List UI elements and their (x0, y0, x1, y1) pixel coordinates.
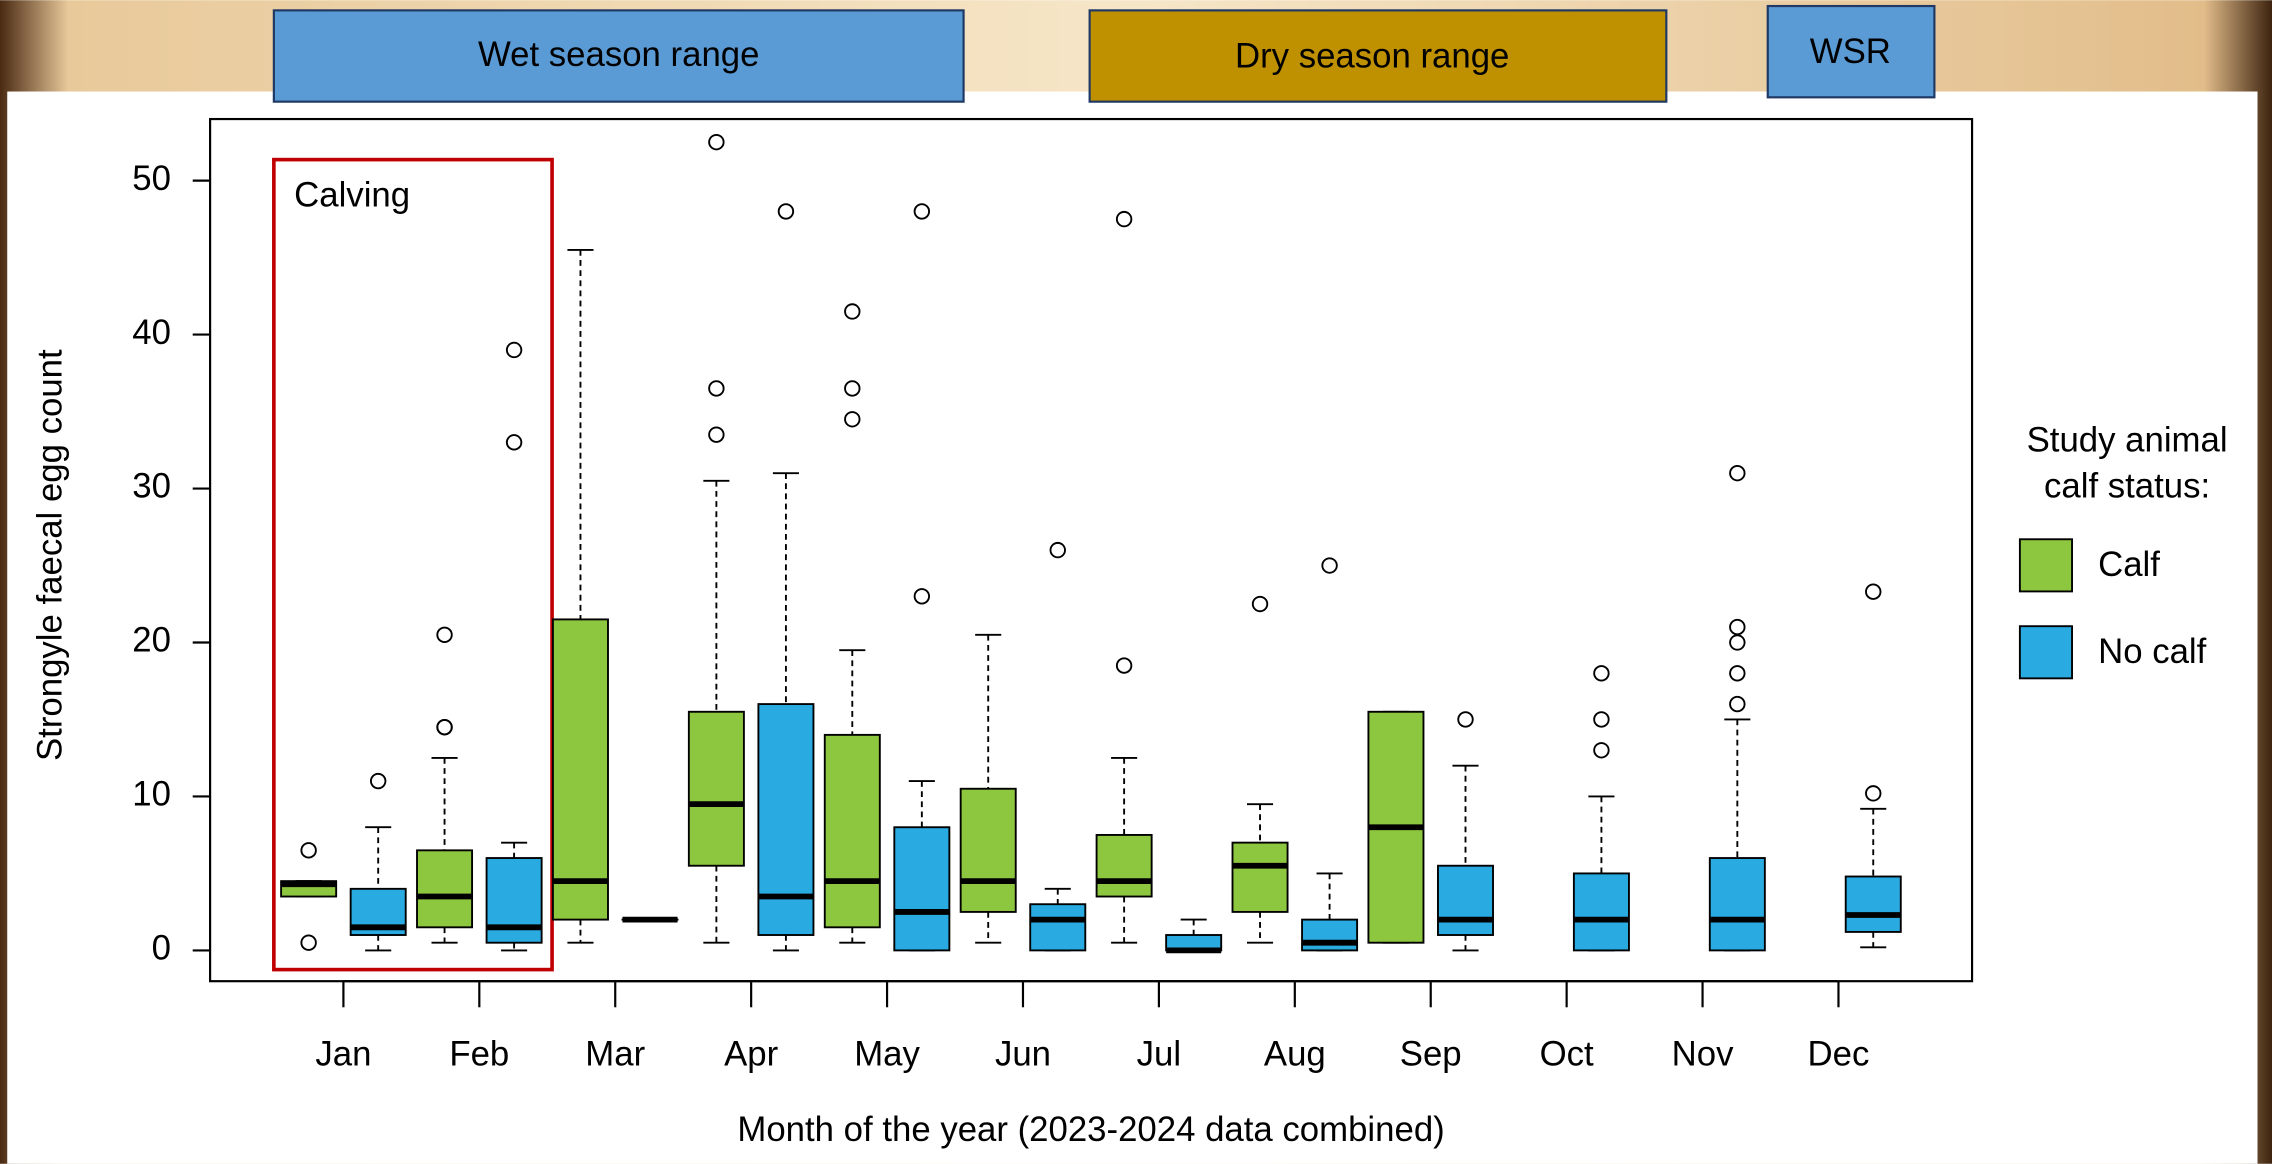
outlier (1049, 541, 1066, 559)
box (959, 787, 1017, 913)
y-tick-label: 10 (132, 776, 171, 814)
outlier (1593, 711, 1610, 728)
outlier (1729, 695, 1746, 713)
wet-season-band (272, 9, 965, 103)
box (1708, 857, 1766, 952)
y-tick-label: 20 (132, 622, 171, 660)
legend-label: No calf (2098, 633, 2207, 671)
box (1231, 841, 1289, 913)
outlier (844, 303, 861, 320)
legend-swatch (2018, 538, 2073, 593)
x-tick-label: Oct (1540, 1036, 1594, 1074)
x-tick-label: Nov (1672, 1036, 1734, 1074)
y-axis-label: Strongyle faecal egg count (31, 349, 69, 761)
y-tick-label: 0 (152, 930, 171, 968)
y-tick-label: 40 (132, 314, 171, 352)
outlier (708, 426, 725, 443)
calving-label: Calving (294, 176, 410, 214)
x-tick-label: Jul (1137, 1036, 1181, 1074)
box (823, 733, 881, 929)
outlier (777, 203, 795, 220)
outlier (505, 434, 523, 451)
outlier (300, 842, 317, 859)
calving-box (272, 157, 554, 972)
outlier (1593, 665, 1610, 682)
wet-season-label: Wet season range (478, 36, 760, 74)
outlier (708, 133, 725, 151)
box (1301, 918, 1359, 952)
legend-title: Study animal (2027, 421, 2228, 459)
outlier (505, 341, 523, 359)
legend-swatch (2018, 625, 2073, 680)
outlier (436, 718, 453, 736)
wsr-band (1766, 4, 1936, 99)
box (1572, 872, 1630, 952)
outlier (1457, 711, 1474, 728)
outlier (844, 380, 861, 397)
x-tick-label: Apr (724, 1036, 778, 1074)
box (1437, 864, 1494, 936)
box (1844, 875, 1902, 933)
chart-panel (7, 91, 2258, 1164)
outlier (1865, 583, 1882, 600)
outlier (1251, 595, 1269, 613)
outlier (1321, 557, 1338, 574)
outlier (300, 934, 317, 951)
outlier (1115, 210, 1133, 228)
dry-season-label: Dry season range (1235, 37, 1509, 75)
outlier (436, 626, 453, 643)
box (687, 710, 745, 867)
box (893, 826, 951, 952)
outlier (1729, 464, 1746, 482)
outlier (1865, 785, 1882, 802)
box (1095, 833, 1153, 898)
x-tick-label: Jun (995, 1036, 1051, 1074)
x-tick-label: Mar (585, 1036, 645, 1074)
x-tick-label: Jan (315, 1036, 371, 1074)
y-tick-label: 50 (132, 160, 171, 198)
outlier (1115, 657, 1133, 674)
outlier (913, 588, 931, 605)
legend-title: calf status: (2044, 468, 2210, 506)
outlier (844, 411, 861, 428)
legend-label: Calf (2098, 546, 2160, 584)
box (416, 849, 474, 929)
x-tick-label: Sep (1400, 1036, 1462, 1074)
outlier (1729, 618, 1746, 636)
y-tick-label: 30 (132, 468, 171, 506)
outlier (1729, 665, 1746, 682)
box (757, 703, 815, 936)
box (1029, 903, 1087, 952)
x-tick-label: Feb (449, 1036, 509, 1074)
outlier (708, 380, 725, 397)
wsr-label: WSR (1810, 33, 1891, 71)
x-tick-label: May (854, 1036, 920, 1074)
x-tick-label: Aug (1264, 1036, 1326, 1074)
dry-season-band (1088, 9, 1668, 103)
box (551, 618, 609, 921)
x-axis-label: Month of the year (2023-2024 data combin… (737, 1111, 1444, 1149)
x-tick-label: Dec (1808, 1036, 1870, 1074)
outlier (1593, 742, 1610, 759)
outlier (369, 772, 387, 790)
outlier (913, 203, 931, 220)
